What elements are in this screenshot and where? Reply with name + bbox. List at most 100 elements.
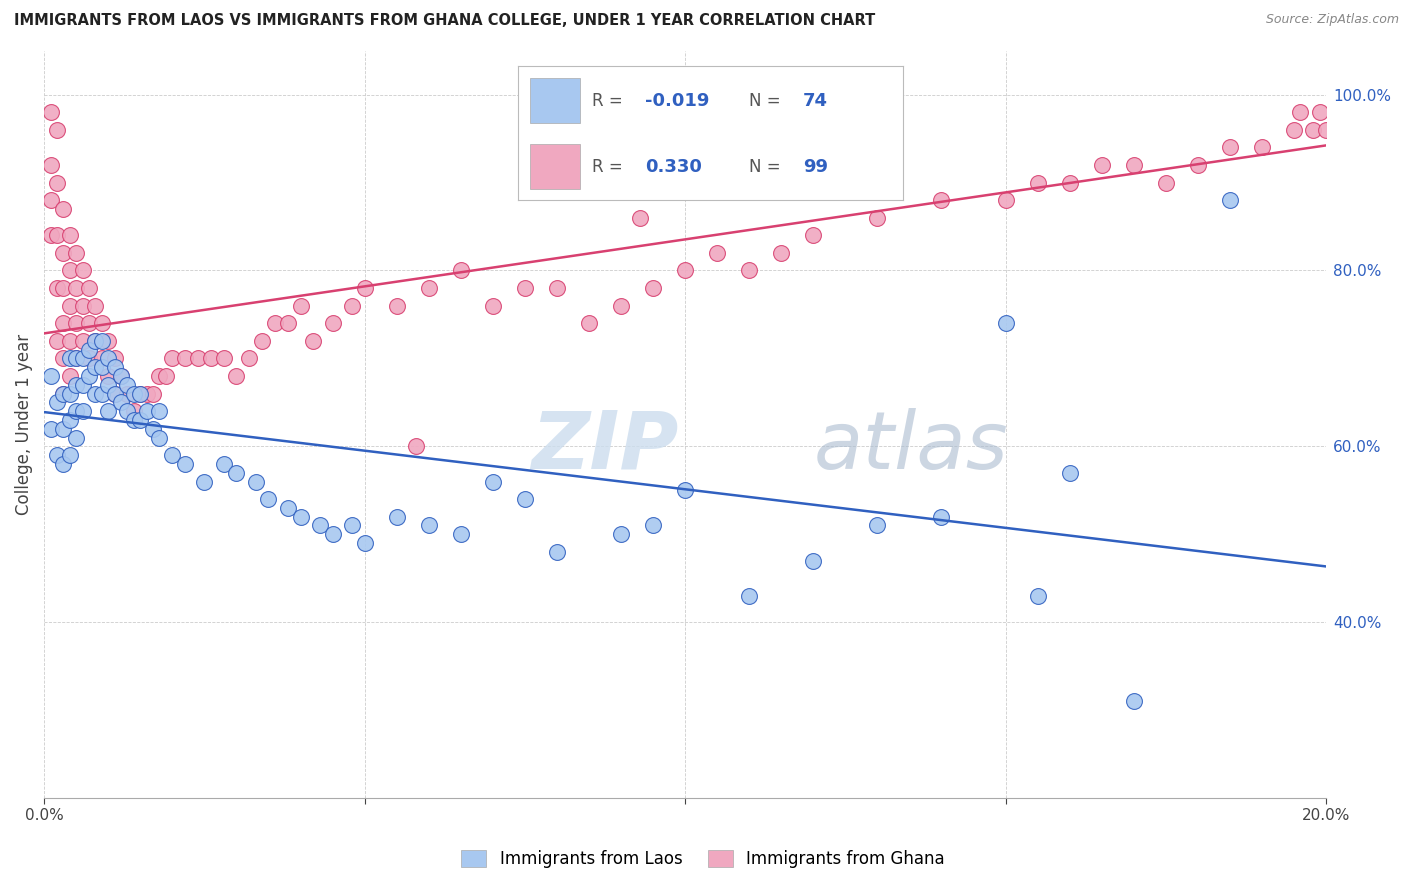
- Point: [994, 193, 1017, 207]
- Point: [322, 316, 344, 330]
- Point: [931, 193, 953, 207]
- Point: [308, 518, 330, 533]
- Point: [1289, 105, 1312, 120]
- Point: [72, 334, 94, 348]
- Point: [77, 316, 100, 330]
- Text: atlas: atlas: [813, 408, 1008, 486]
- Point: [546, 545, 568, 559]
- Point: [65, 404, 87, 418]
- Point: [1219, 193, 1241, 207]
- Point: [385, 299, 408, 313]
- Point: [129, 386, 152, 401]
- Point: [65, 351, 87, 366]
- Point: [641, 518, 664, 533]
- Point: [193, 475, 215, 489]
- Point: [117, 377, 139, 392]
- Point: [104, 351, 127, 366]
- Point: [546, 281, 568, 295]
- Point: [481, 475, 503, 489]
- Point: [1059, 466, 1081, 480]
- Y-axis label: College, Under 1 year: College, Under 1 year: [15, 334, 32, 515]
- Point: [52, 246, 75, 260]
- Point: [450, 527, 472, 541]
- Point: [72, 351, 94, 366]
- Point: [610, 299, 633, 313]
- Point: [302, 334, 325, 348]
- Point: [174, 351, 197, 366]
- Point: [52, 202, 75, 216]
- Point: [322, 527, 344, 541]
- Point: [238, 351, 260, 366]
- Point: [84, 299, 107, 313]
- Point: [212, 351, 235, 366]
- Point: [673, 483, 696, 498]
- Point: [245, 475, 267, 489]
- Point: [39, 422, 62, 436]
- Point: [65, 431, 87, 445]
- Point: [45, 334, 67, 348]
- Point: [72, 299, 94, 313]
- Point: [1347, 105, 1369, 120]
- Point: [1251, 140, 1274, 154]
- Point: [770, 246, 793, 260]
- Point: [97, 404, 120, 418]
- Point: [122, 413, 145, 427]
- Point: [52, 316, 75, 330]
- Point: [1340, 87, 1362, 102]
- Point: [277, 316, 299, 330]
- Point: [250, 334, 273, 348]
- Point: [931, 509, 953, 524]
- Point: [129, 386, 152, 401]
- Point: [104, 386, 127, 401]
- Point: [578, 316, 600, 330]
- Point: [174, 457, 197, 471]
- Point: [39, 228, 62, 243]
- Point: [72, 263, 94, 277]
- Point: [52, 457, 75, 471]
- Point: [738, 263, 761, 277]
- Point: [1059, 176, 1081, 190]
- Point: [117, 404, 139, 418]
- Point: [104, 360, 127, 375]
- Point: [39, 158, 62, 172]
- Point: [77, 343, 100, 357]
- Point: [1315, 123, 1337, 137]
- Point: [340, 299, 363, 313]
- Point: [1327, 105, 1350, 120]
- Point: [513, 492, 536, 507]
- Point: [45, 281, 67, 295]
- Point: [39, 105, 62, 120]
- Point: [1091, 158, 1114, 172]
- Point: [84, 334, 107, 348]
- Point: [1122, 694, 1144, 708]
- Point: [148, 369, 170, 384]
- Point: [110, 369, 132, 384]
- Point: [1154, 176, 1177, 190]
- Point: [450, 263, 472, 277]
- Point: [405, 439, 427, 453]
- Point: [481, 299, 503, 313]
- Point: [187, 351, 209, 366]
- Point: [90, 386, 112, 401]
- Point: [738, 589, 761, 603]
- Point: [994, 316, 1017, 330]
- Point: [1309, 105, 1331, 120]
- Point: [77, 369, 100, 384]
- Point: [65, 316, 87, 330]
- Point: [39, 193, 62, 207]
- Point: [706, 246, 728, 260]
- Point: [1282, 123, 1305, 137]
- Point: [142, 386, 165, 401]
- Point: [129, 413, 152, 427]
- Point: [122, 404, 145, 418]
- Point: [162, 351, 184, 366]
- Point: [59, 299, 82, 313]
- Point: [200, 351, 222, 366]
- Point: [65, 377, 87, 392]
- Point: [117, 386, 139, 401]
- Point: [90, 360, 112, 375]
- Point: [59, 228, 82, 243]
- Point: [45, 176, 67, 190]
- Point: [72, 377, 94, 392]
- Point: [72, 404, 94, 418]
